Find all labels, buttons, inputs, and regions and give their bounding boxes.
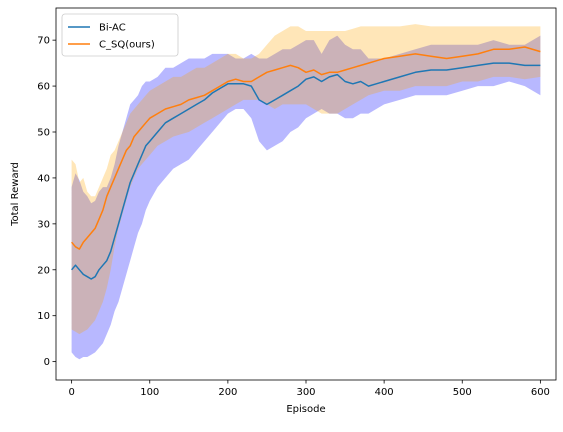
x-tick-label: 100 (140, 387, 159, 398)
y-tick-label: 0 (44, 357, 50, 368)
legend-label: Bi-AC (99, 23, 126, 34)
legend: Bi-AC C_SQ(ours) (61, 13, 179, 57)
band-bi-ac (71, 35, 541, 360)
x-tick-label: 600 (531, 387, 550, 398)
x-axis-label: Episode (286, 404, 325, 415)
x-axis-ticks: 0 100 200 300 400 500 600 (68, 380, 550, 398)
series-line-c-sq (71, 46, 541, 250)
y-tick-label: 20 (37, 265, 50, 276)
x-tick-label: 0 (68, 387, 74, 398)
y-tick-label: 60 (37, 82, 50, 93)
x-tick-label: 500 (453, 387, 472, 398)
y-tick-label: 30 (37, 219, 50, 230)
y-axis-ticks: 0 10 20 30 40 50 60 70 (37, 36, 56, 368)
confidence-bands (71, 24, 541, 360)
x-tick-label: 200 (218, 387, 237, 398)
x-tick-label: 300 (296, 387, 315, 398)
y-tick-label: 50 (37, 128, 50, 139)
x-tick-label: 400 (375, 387, 394, 398)
series-lines (71, 46, 541, 280)
legend-box (61, 13, 179, 57)
series-line-bi-ac (71, 62, 541, 280)
y-tick-label: 10 (37, 311, 50, 322)
y-axis-label: Total Reward (10, 162, 21, 227)
y-tick-label: 40 (37, 173, 50, 184)
legend-label: C_SQ(ours) (99, 40, 155, 51)
band-c-sq (71, 24, 541, 335)
y-tick-label: 70 (37, 36, 50, 47)
